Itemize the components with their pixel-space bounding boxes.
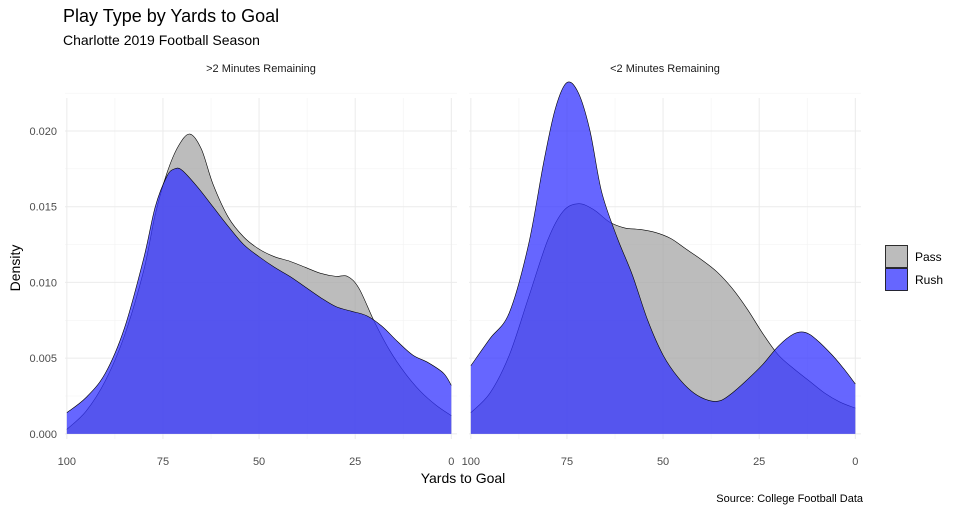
strip-label-more-than-2-minutes: >2 Minutes Remaining [206,63,316,75]
x-tick-label: 100 [58,456,76,468]
x-tick-labels: 100 75 50 25 0 [462,456,859,468]
chart-title: Play Type by Yards to Goal [63,6,279,26]
y-axis-title: Density [7,245,23,292]
x-tick-label: 25 [753,456,765,468]
rush-density-area [66,168,452,434]
rush-legend-swatch [885,268,908,291]
density-areas [470,81,856,434]
source-caption: Source: College Football Data [716,493,864,505]
x-tick-label: 75 [157,456,169,468]
x-tick-label: 0 [448,456,454,468]
rush-density-line [66,167,452,413]
x-tick-label: 50 [253,456,265,468]
y-tick-label: 0.005 [29,353,57,365]
y-tick-label: 0.015 [29,202,57,214]
x-axis-title: Yards to Goal [421,470,506,486]
x-tick-label: 25 [349,456,361,468]
x-tick-label: 75 [561,456,573,468]
pass-legend-label: Pass [915,250,942,264]
rush-density-line [470,81,856,402]
y-tick-label: 0.010 [29,277,57,289]
strip-label-less-than-2-minutes: <2 Minutes Remaining [610,63,720,75]
rush-legend-label: Rush [915,273,943,287]
y-tick-labels: 0.000 0.005 0.010 0.015 0.020 [29,126,57,441]
x-tick-label: 100 [462,456,480,468]
panel-more-than-2-minutes: >2 Minutes Remaining 100 75 50 25 0 [58,63,457,468]
pass-legend-swatch [885,245,908,268]
x-tick-labels: 100 75 50 25 0 [58,456,455,468]
y-tick-label: 0.020 [29,126,57,138]
rush-density-area [470,81,856,434]
density-areas [66,133,452,434]
x-tick-label: 0 [852,456,858,468]
x-tick-label: 50 [657,456,669,468]
legend: Pass Rush [885,245,943,291]
y-tick-label: 0.000 [29,429,57,441]
chart-subtitle: Charlotte 2019 Football Season [63,32,260,48]
panel-less-than-2-minutes: <2 Minutes Remaining 100 75 50 25 0 [462,63,861,468]
